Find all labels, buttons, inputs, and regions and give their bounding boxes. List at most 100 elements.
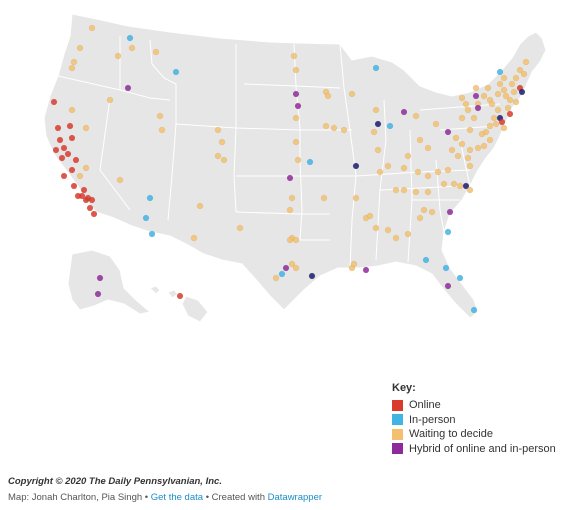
school-dot[interactable] [292, 236, 300, 244]
school-dot[interactable] [176, 292, 184, 300]
school-dot[interactable] [288, 260, 296, 268]
school-dot[interactable] [384, 226, 392, 234]
school-dot[interactable] [496, 68, 504, 76]
get-the-data-link[interactable]: Get the data [150, 492, 204, 503]
school-dot[interactable] [76, 44, 84, 52]
school-dot[interactable] [286, 206, 294, 214]
school-dot[interactable] [156, 112, 164, 120]
school-dot[interactable] [372, 106, 380, 114]
school-dot[interactable] [478, 130, 486, 138]
school-dot[interactable] [472, 92, 480, 100]
school-dot[interactable] [68, 64, 76, 72]
school-dot[interactable] [522, 58, 530, 66]
school-dot[interactable] [506, 110, 514, 118]
school-dot[interactable] [294, 102, 302, 110]
school-dot[interactable] [490, 114, 498, 122]
school-dot[interactable] [466, 186, 474, 194]
school-dot[interactable] [82, 124, 90, 132]
school-dot[interactable] [466, 126, 474, 134]
school-dot[interactable] [420, 206, 428, 214]
school-dot[interactable] [400, 186, 408, 194]
school-dot[interactable] [492, 120, 500, 128]
school-dot[interactable] [282, 264, 290, 272]
school-dot[interactable] [454, 152, 462, 160]
school-dot[interactable] [50, 98, 58, 106]
school-dot[interactable] [320, 194, 328, 202]
school-dot[interactable] [106, 96, 114, 104]
school-dot[interactable] [306, 158, 314, 166]
school-dot[interactable] [508, 80, 516, 88]
school-dot[interactable] [500, 124, 508, 132]
school-dot[interactable] [504, 104, 512, 112]
school-dot[interactable] [292, 138, 300, 146]
school-dot[interactable] [124, 84, 132, 92]
school-dot[interactable] [510, 88, 518, 96]
school-dot[interactable] [400, 164, 408, 172]
school-dot[interactable] [74, 192, 82, 200]
school-dot[interactable] [172, 68, 180, 76]
school-dot[interactable] [362, 266, 370, 274]
school-dot[interactable] [290, 52, 298, 60]
school-dot[interactable] [278, 270, 286, 278]
school-dot[interactable] [498, 118, 506, 126]
school-dot[interactable] [80, 186, 88, 194]
school-dot[interactable] [512, 98, 520, 106]
school-dot[interactable] [434, 168, 442, 176]
school-dot[interactable] [432, 120, 440, 128]
school-dot[interactable] [76, 172, 84, 180]
school-dot[interactable] [68, 166, 76, 174]
school-dot[interactable] [470, 306, 478, 314]
datawrapper-link[interactable]: Datawrapper [267, 492, 323, 503]
school-dot[interactable] [414, 168, 422, 176]
school-dot[interactable] [392, 186, 400, 194]
school-dot[interactable] [458, 114, 466, 122]
school-dot[interactable] [60, 144, 68, 152]
school-dot[interactable] [464, 106, 472, 114]
school-dot[interactable] [292, 66, 300, 74]
school-dot[interactable] [484, 84, 492, 92]
school-dot[interactable] [352, 194, 360, 202]
school-dot[interactable] [146, 194, 154, 202]
school-dot[interactable] [456, 182, 464, 190]
school-dot[interactable] [88, 24, 96, 32]
school-dot[interactable] [286, 236, 294, 244]
school-dot[interactable] [190, 234, 198, 242]
school-dot[interactable] [444, 166, 452, 174]
school-dot[interactable] [340, 126, 348, 134]
school-dot[interactable] [58, 154, 66, 162]
school-dot[interactable] [444, 228, 452, 236]
school-dot[interactable] [54, 124, 62, 132]
school-dot[interactable] [90, 210, 98, 218]
school-dot[interactable] [520, 70, 528, 78]
school-dot[interactable] [214, 126, 222, 134]
school-dot[interactable] [506, 96, 514, 104]
school-dot[interactable] [220, 156, 228, 164]
school-dot[interactable] [86, 204, 94, 212]
school-dot[interactable] [68, 134, 76, 142]
school-dot[interactable] [152, 48, 160, 56]
school-dot[interactable] [424, 144, 432, 152]
school-dot[interactable] [474, 104, 482, 112]
school-dot[interactable] [448, 146, 456, 154]
school-dot[interactable] [452, 134, 460, 142]
school-dot[interactable] [500, 74, 508, 82]
school-dot[interactable] [472, 84, 480, 92]
school-dot[interactable] [70, 182, 78, 190]
school-dot[interactable] [94, 290, 102, 298]
school-dot[interactable] [470, 114, 478, 122]
school-dot[interactable] [352, 162, 360, 170]
school-dot[interactable] [416, 136, 424, 144]
school-dot[interactable] [64, 150, 72, 158]
school-dot[interactable] [350, 260, 358, 268]
school-dot[interactable] [386, 122, 394, 130]
school-dot[interactable] [322, 122, 330, 130]
school-dot[interactable] [502, 92, 510, 100]
school-dot[interactable] [376, 168, 384, 176]
school-dot[interactable] [466, 162, 474, 170]
school-dot[interactable] [96, 274, 104, 282]
school-dot[interactable] [272, 274, 280, 282]
school-dot[interactable] [512, 74, 520, 82]
school-dot[interactable] [218, 138, 226, 146]
school-dot[interactable] [128, 44, 136, 52]
school-dot[interactable] [286, 174, 294, 182]
